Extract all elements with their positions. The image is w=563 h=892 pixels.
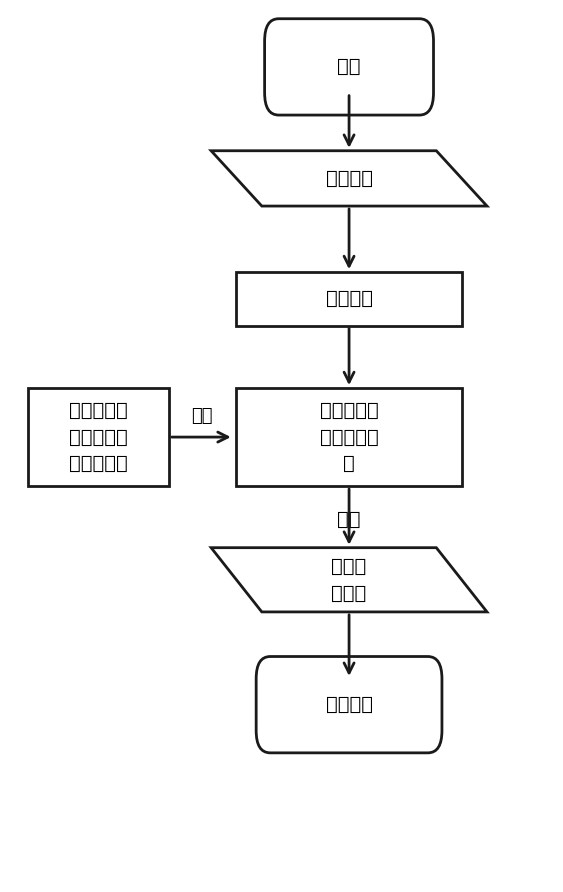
Polygon shape <box>211 151 487 206</box>
FancyBboxPatch shape <box>265 19 434 115</box>
Text: 指导: 指导 <box>191 407 212 425</box>
Text: 数据获取: 数据获取 <box>325 169 373 188</box>
Bar <box>236 388 462 486</box>
Bar <box>28 388 169 486</box>
Text: 确定最优参
数组合的滤
波: 确定最优参 数组合的滤 波 <box>320 401 378 473</box>
Text: 双边滤
波处理: 双边滤 波处理 <box>332 557 367 603</box>
FancyBboxPatch shape <box>256 657 442 753</box>
Text: 处理结束: 处理结束 <box>325 695 373 714</box>
Bar <box>236 272 462 326</box>
Text: 噪声估计: 噪声估计 <box>325 289 373 309</box>
Text: 开始: 开始 <box>337 57 361 77</box>
Text: 滤波器参数
遍历拟合参
数指导公式: 滤波器参数 遍历拟合参 数指导公式 <box>69 401 128 473</box>
Polygon shape <box>211 548 487 612</box>
Text: 输出: 输出 <box>337 509 361 529</box>
